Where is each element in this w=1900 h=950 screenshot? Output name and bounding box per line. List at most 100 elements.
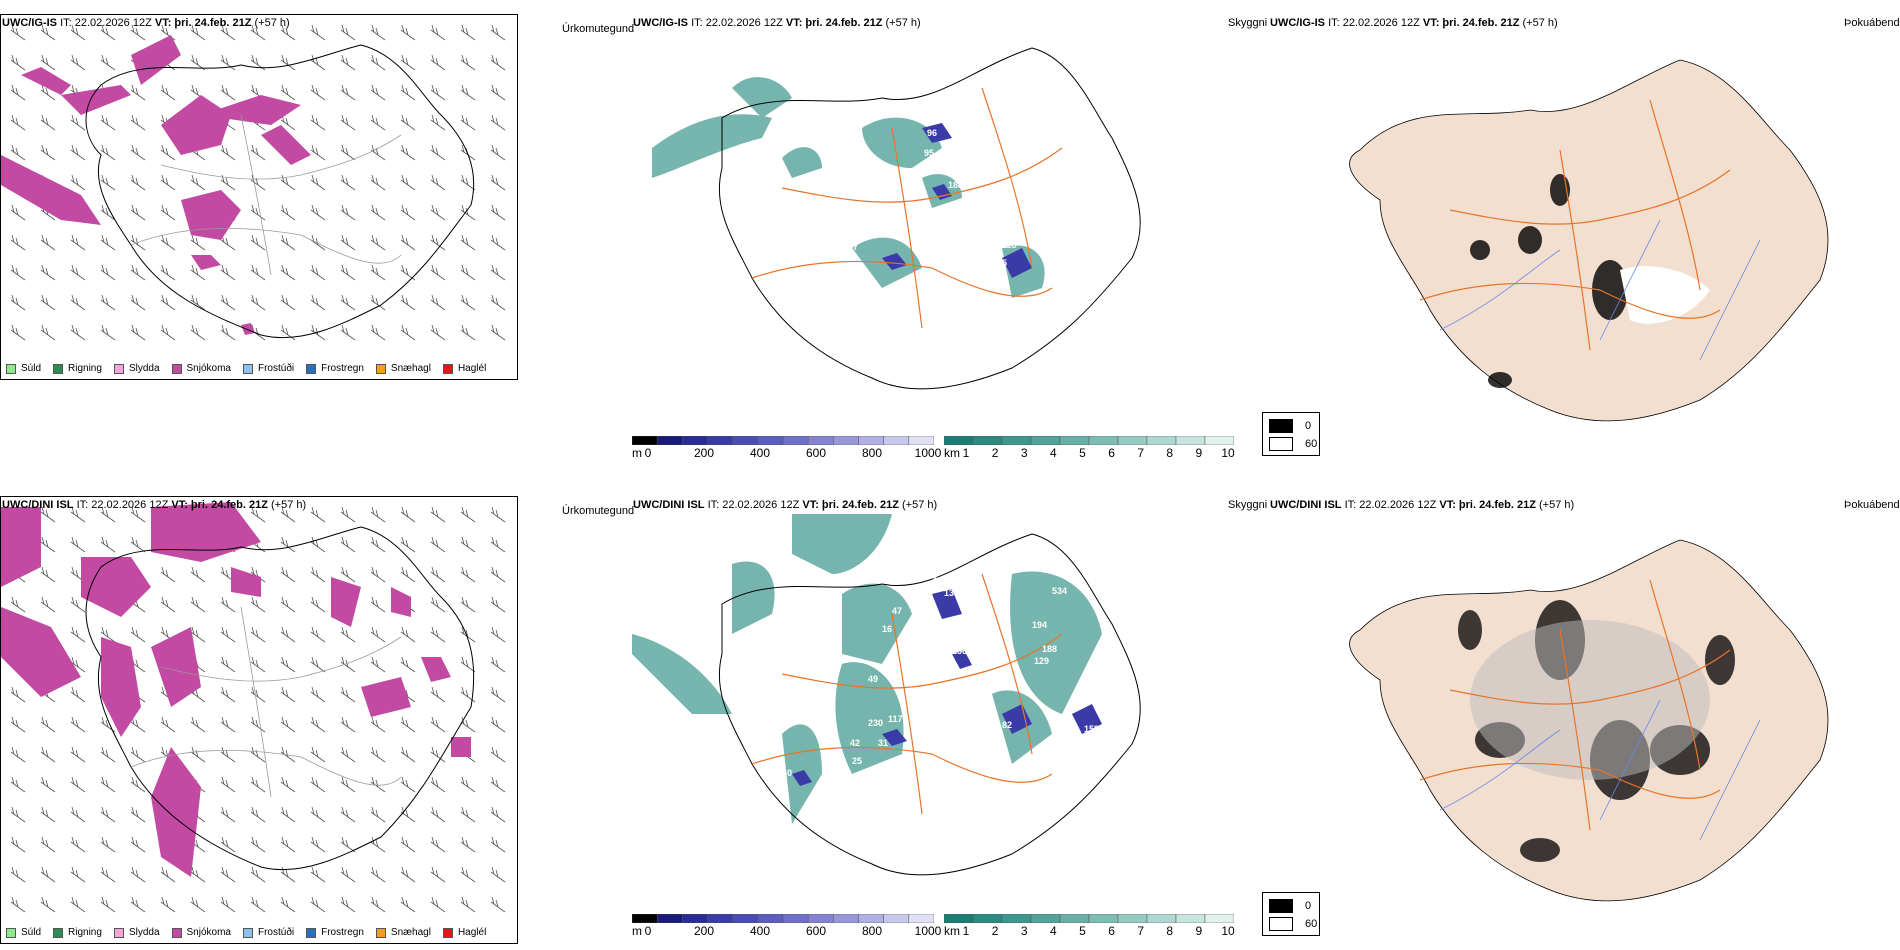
wind-barb — [280, 54, 296, 71]
colorbar-swatch — [656, 914, 683, 923]
legend-item: Súld — [6, 363, 41, 374]
cloud-height-label: 07 — [944, 726, 954, 736]
wind-barb — [10, 866, 26, 883]
cloud-height-label: 129 — [1034, 656, 1049, 666]
wind-barb — [340, 656, 356, 673]
wind-barb — [400, 144, 416, 161]
wind-barb — [400, 896, 416, 913]
wind-barb — [160, 144, 176, 161]
wind-barb — [370, 896, 386, 913]
wind-barb — [10, 806, 26, 823]
visibility-colorbar-swatches — [944, 436, 1234, 445]
wind-barb — [40, 806, 56, 823]
wind-barb — [220, 836, 236, 853]
colorbar-swatch — [632, 914, 658, 923]
wind-barb — [430, 294, 446, 311]
wind-barb — [220, 174, 236, 191]
wind-barb — [250, 506, 266, 523]
wind-barb — [190, 264, 206, 281]
visibility-unit-bottom: km — [944, 924, 960, 938]
wind-barb — [220, 626, 236, 643]
coastline-bottom — [85, 526, 475, 871]
wind-barb — [10, 264, 26, 281]
land-top — [1349, 59, 1829, 422]
wind-barb — [160, 896, 176, 913]
cloud-panel-bottom: 75 13 47 16 246 49 194 188 156 129 534 230 117 07 42 31… — [632, 514, 1252, 914]
wind-barb — [310, 144, 326, 161]
wind-barb — [130, 746, 146, 763]
colorbar-tick: 400 — [749, 446, 771, 460]
wind-barb — [400, 506, 416, 523]
wind-barb — [370, 144, 386, 161]
wind-barb — [460, 716, 476, 733]
wind-barb — [40, 836, 56, 853]
legend-swatch — [6, 363, 16, 374]
wind-barb — [310, 626, 326, 643]
wind-barb — [340, 686, 356, 703]
wind-barb — [310, 686, 326, 703]
colorbar-swatch — [682, 914, 708, 923]
cloud-height-label: 30 — [1072, 744, 1082, 754]
wind-barb — [220, 896, 236, 913]
wind-barb — [340, 84, 356, 101]
legend-item: Snæhagl — [375, 927, 431, 938]
wind-barb — [10, 716, 26, 733]
roads-fog-top — [1419, 99, 1731, 351]
cloudbase-colorbar-swatches — [632, 436, 934, 445]
wind-barb — [100, 24, 116, 41]
colorbar-swatch — [1059, 914, 1090, 923]
legend-item: Slydda — [113, 927, 160, 938]
wind-barb — [220, 806, 236, 823]
wind-barb — [280, 656, 296, 673]
wind-barb — [460, 324, 476, 341]
wind-barb — [220, 324, 236, 341]
wind-barb — [130, 324, 146, 341]
wind-barb — [10, 776, 26, 793]
colorbar-tick: 9 — [1195, 924, 1203, 938]
wind-barb — [70, 596, 86, 613]
wind-barb — [460, 686, 476, 703]
wind-barb — [430, 776, 446, 793]
cloud-height-label: 230 — [868, 718, 883, 728]
wind-barb — [430, 324, 446, 341]
wind-barb — [220, 776, 236, 793]
cloud-height-label: 35 — [997, 258, 1007, 268]
low-cloud-areas-top — [882, 123, 1032, 278]
precip-panel-bottom: Súld Rigning Slydda Snjókoma Frostúði Frostre… — [0, 496, 518, 944]
fog-legend-label-60: 60 — [1305, 438, 1318, 450]
wind-barbs-top — [10, 24, 506, 341]
colorbar-tick: 600 — [805, 924, 827, 938]
legend-label: Frostúði — [257, 363, 295, 374]
wind-barb — [280, 566, 296, 583]
cloudbase-colorbar-top: m 0 200 400 600 800 1000 — [632, 436, 941, 462]
wind-barb — [190, 324, 206, 341]
colorbar-tick: 1 — [962, 446, 970, 460]
wind-barb — [280, 626, 296, 643]
wind-barb — [370, 234, 386, 251]
colorbar-tick: 2 — [991, 924, 999, 938]
colorbar-swatch — [1088, 436, 1119, 445]
wind-barb — [250, 54, 266, 71]
wind-barb — [40, 234, 56, 251]
roads-fog-bottom — [1419, 579, 1731, 831]
wind-barb — [10, 144, 26, 161]
colorbar-tick: 10 — [1221, 446, 1235, 460]
colorbar-swatch — [883, 914, 910, 923]
wind-barb — [340, 506, 356, 523]
coastline-top — [85, 44, 475, 339]
wind-barb — [460, 806, 476, 823]
wind-barb — [250, 686, 266, 703]
cloud-height-label: 117 — [888, 714, 903, 724]
wind-barb — [70, 506, 86, 523]
wind-barb — [460, 114, 476, 131]
wind-barb — [370, 174, 386, 191]
wind-barb — [370, 204, 386, 221]
colorbar-swatch — [656, 436, 683, 445]
wind-barb — [460, 626, 476, 643]
wind-barb — [10, 896, 26, 913]
wind-barb — [250, 866, 266, 883]
legend-label: Snæhagl — [390, 927, 431, 938]
wind-barb — [460, 54, 476, 71]
wind-barb — [430, 264, 446, 281]
wind-barb — [100, 204, 116, 221]
